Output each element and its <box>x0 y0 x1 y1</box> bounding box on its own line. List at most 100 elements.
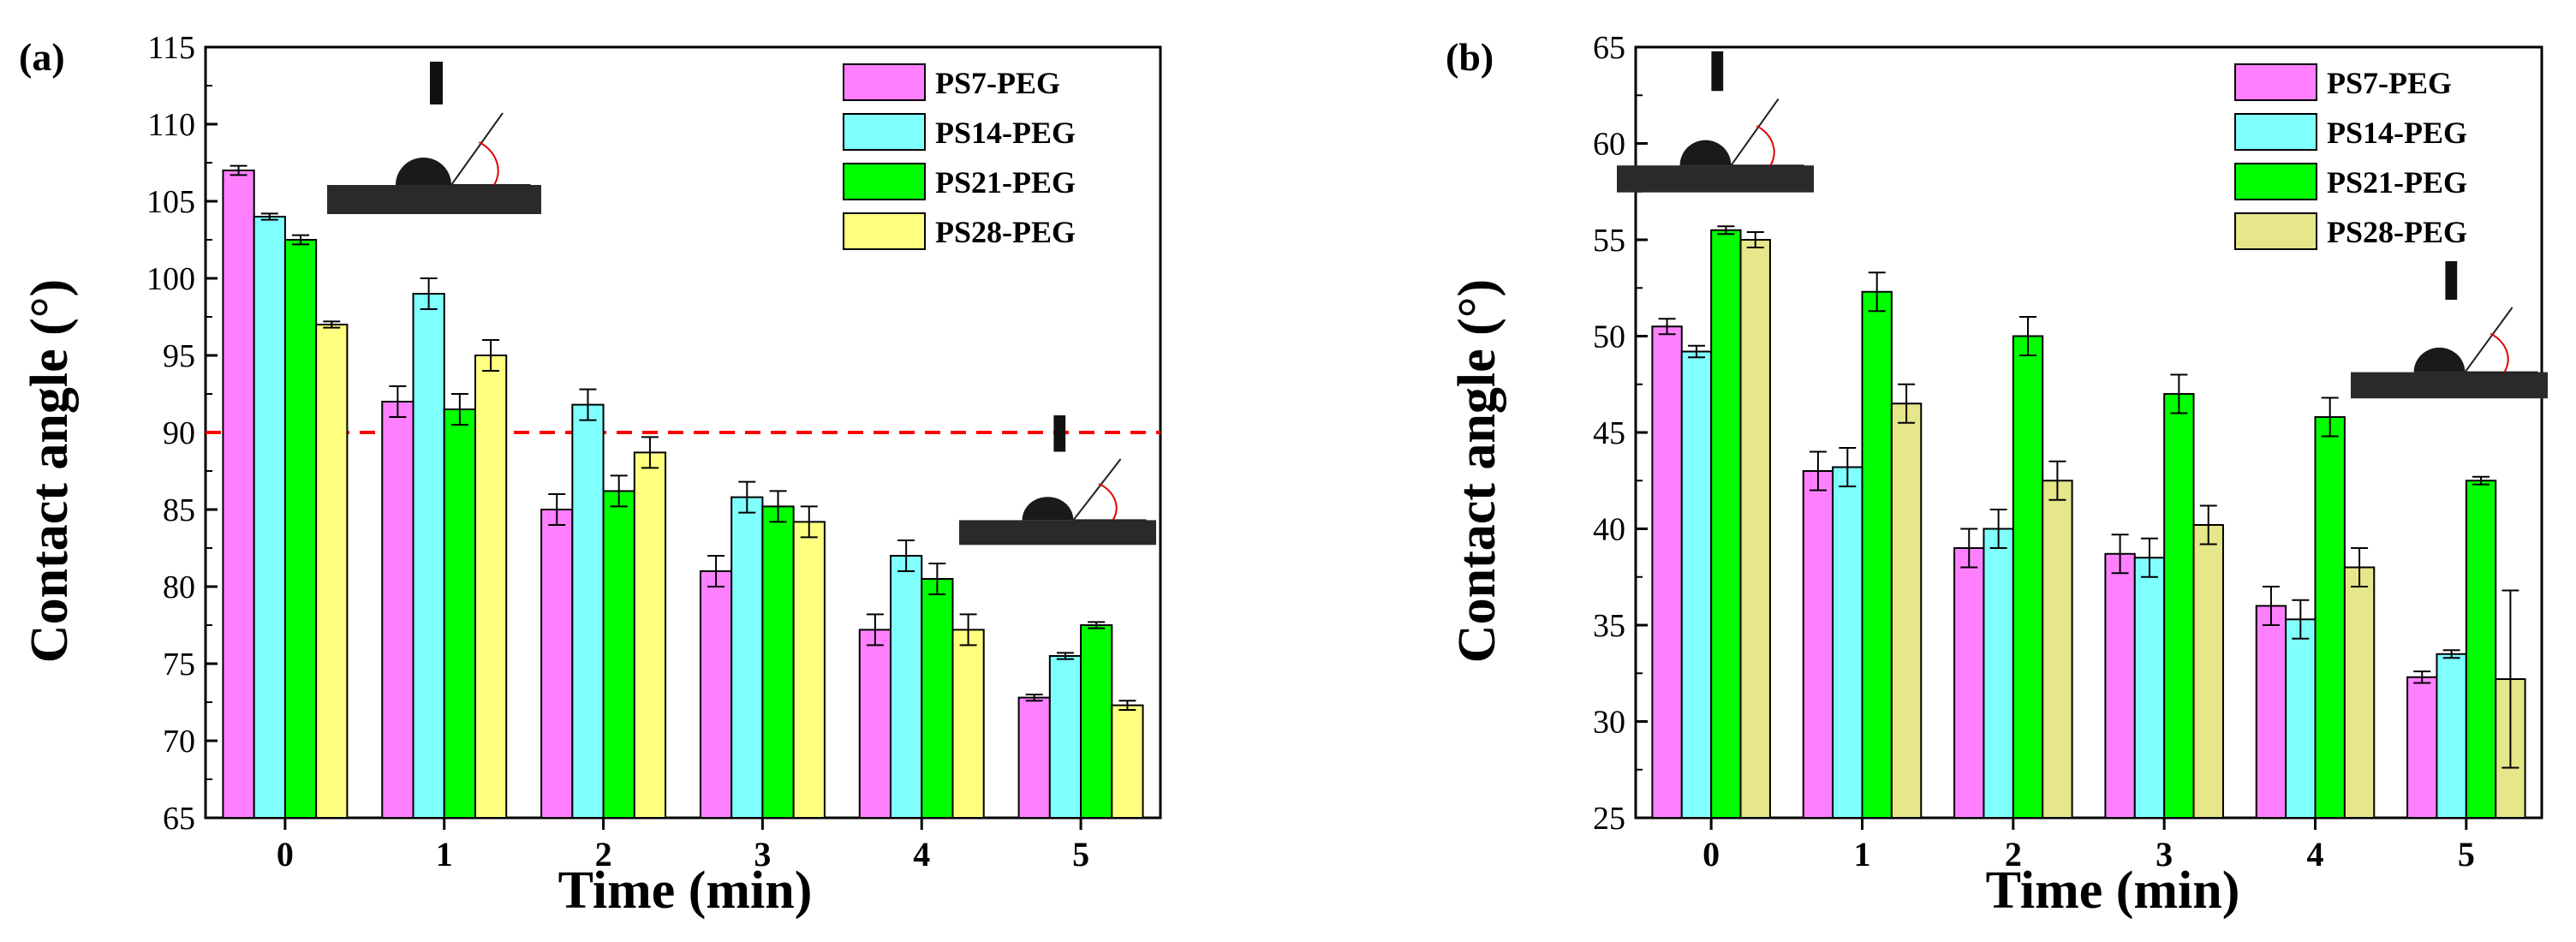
bar-a-PS7-PEG-0 <box>222 170 255 819</box>
droplet-inset-a-1 <box>959 415 1156 546</box>
bar-b-PS14-PEG-2 <box>1983 528 2014 819</box>
x-tick-label-a-2: 2 <box>595 835 612 873</box>
legend-swatch-b-PS14-PEG <box>2234 113 2317 151</box>
bar-b-PS7-PEG-5 <box>2406 676 2438 819</box>
panel-a: (a) 65 70 75 80 85 90 95 100 105 110 115 0 1 2 3 4 5 PS7-… <box>19 30 1162 920</box>
bar-a-PS21-PEG-2 <box>602 490 635 820</box>
legend-label-a-PS21-PEG: PS21-PEG <box>935 165 1076 200</box>
bar-b-PS28-PEG-1 <box>1890 402 1923 819</box>
bar-a-PS14-PEG-4 <box>890 555 923 819</box>
legend-label-b-PS14-PEG: PS14-PEG <box>2327 116 2467 150</box>
angle-arc-b-0 <box>1756 125 1775 166</box>
bar-a-PS28-PEG-2 <box>633 451 667 820</box>
droplet-a-0 <box>396 158 451 185</box>
y-tick-label-a-3: 80 <box>163 569 195 605</box>
bar-a-PS28-PEG-0 <box>315 324 349 819</box>
needle-a-1 <box>1053 415 1066 452</box>
bar-b-PS14-PEG-4 <box>2285 618 2317 819</box>
legend-swatch-a-PS28-PEG <box>843 212 926 250</box>
bar-a-PS14-PEG-2 <box>571 403 605 819</box>
droplet-inset-a-0 <box>327 62 541 214</box>
y-tick-label-b-7: 60 <box>1593 127 1625 163</box>
y-tick-label-a-7: 100 <box>146 261 195 297</box>
substrate-a-0 <box>327 185 541 214</box>
legend-label-a-PS7-PEG: PS7-PEG <box>935 66 1060 100</box>
legend-label-b-PS7-PEG: PS7-PEG <box>2327 66 2452 100</box>
legend-swatch-b-PS21-PEG <box>2234 163 2317 200</box>
y-tick-label-b-3: 40 <box>1593 512 1625 548</box>
y-tick-label-a-0: 65 <box>163 801 195 837</box>
bar-a-PS7-PEG-5 <box>1017 696 1051 819</box>
droplet-a-1 <box>1022 497 1074 521</box>
y-tick-label-a-6: 95 <box>163 338 195 374</box>
bar-a-PS21-PEG-0 <box>283 239 318 819</box>
x-tick-label-a-0: 0 <box>277 835 294 873</box>
bar-a-PS14-PEG-3 <box>730 496 764 819</box>
bar-b-PS21-PEG-2 <box>2012 335 2044 819</box>
bar-b-PS7-PEG-4 <box>2255 605 2287 819</box>
plot-area-a: 65 70 75 80 85 90 95 100 105 110 115 0 1 2 3 4 5 PS7-PEG P… <box>146 30 1162 873</box>
y-tick-label-b-6: 55 <box>1593 223 1625 259</box>
y-tick-label-b-5: 50 <box>1593 319 1625 355</box>
legend-label-a-PS28-PEG: PS28-PEG <box>935 215 1076 249</box>
angle-arc-a-0 <box>479 141 499 186</box>
tangent-line-a-0 <box>450 112 504 186</box>
x-axis-label-b: Time (min) <box>1986 862 2240 920</box>
bar-b-PS21-PEG-1 <box>1861 290 1893 819</box>
y-tick-label-b-1: 30 <box>1593 705 1625 741</box>
bar-a-PS28-PEG-5 <box>1111 704 1144 819</box>
needle-a-0 <box>430 62 443 104</box>
bar-b-PS14-PEG-3 <box>2133 557 2166 819</box>
bar-a-PS21-PEG-1 <box>443 408 476 819</box>
bar-a-PS21-PEG-4 <box>921 578 954 819</box>
bar-b-PS7-PEG-2 <box>1953 547 1985 819</box>
x-tick-label-b-0: 0 <box>1702 835 1720 873</box>
substrate-b-0 <box>1617 165 1814 193</box>
x-tick-label-b-2: 2 <box>2005 835 2022 873</box>
bar-a-PS7-PEG-2 <box>540 509 574 819</box>
angle-arc-b-1 <box>2490 332 2509 373</box>
droplet-inset-b-1 <box>2351 261 2548 399</box>
legend-swatch-a-PS21-PEG <box>843 163 926 200</box>
needle-b-0 <box>1711 51 1724 92</box>
legend-swatch-a-PS7-PEG <box>843 63 926 101</box>
tangent-line-a-1 <box>1072 458 1122 522</box>
y-tick-label-a-8: 105 <box>146 184 195 220</box>
x-tick-label-a-4: 4 <box>913 835 930 873</box>
substrate-a-1 <box>959 520 1156 546</box>
y-tick-label-b-4: 45 <box>1593 415 1625 451</box>
droplet-b-1 <box>2413 347 2466 373</box>
legend-label-b-PS28-PEG: PS28-PEG <box>2327 215 2467 249</box>
bar-b-PS21-PEG-0 <box>1710 229 1742 819</box>
bar-a-PS7-PEG-3 <box>699 570 733 819</box>
bar-a-PS14-PEG-1 <box>412 293 445 819</box>
bar-b-PS7-PEG-0 <box>1651 325 1683 819</box>
bar-b-PS28-PEG-4 <box>2343 566 2376 819</box>
bar-a-PS14-PEG-5 <box>1048 655 1082 819</box>
x-tick-label-b-1: 1 <box>1854 835 1871 873</box>
droplet-inset-b-0 <box>1617 51 1814 193</box>
y-axis-label-a: Contact angle (°) <box>21 279 79 663</box>
bar-a-PS28-PEG-4 <box>951 629 985 820</box>
bar-b-PS14-PEG-0 <box>1680 350 1713 819</box>
y-tick-label-a-2: 75 <box>163 647 195 683</box>
bar-b-PS21-PEG-3 <box>2163 393 2195 819</box>
angle-arc-a-1 <box>1098 483 1118 521</box>
x-axis-label-a: Time (min) <box>558 862 813 920</box>
tangent-line-b-0 <box>1730 98 1780 166</box>
bar-a-PS28-PEG-1 <box>474 355 508 819</box>
y-tick-label-b-0: 25 <box>1593 801 1625 837</box>
legend-swatch-b-PS28-PEG <box>2234 212 2317 250</box>
legend-swatch-a-PS14-PEG <box>843 113 926 151</box>
y-tick-label-b-2: 35 <box>1593 608 1625 644</box>
substrate-b-1 <box>2351 372 2548 399</box>
bar-b-PS28-PEG-0 <box>1739 239 1771 819</box>
bar-a-PS21-PEG-3 <box>761 505 795 820</box>
y-tick-label-a-1: 70 <box>163 724 195 760</box>
bar-a-PS14-PEG-0 <box>253 216 286 819</box>
x-tick-label-b-4: 4 <box>2307 835 2324 873</box>
tangent-line-b-1 <box>2464 307 2513 373</box>
x-tick-label-a-3: 3 <box>754 835 771 873</box>
